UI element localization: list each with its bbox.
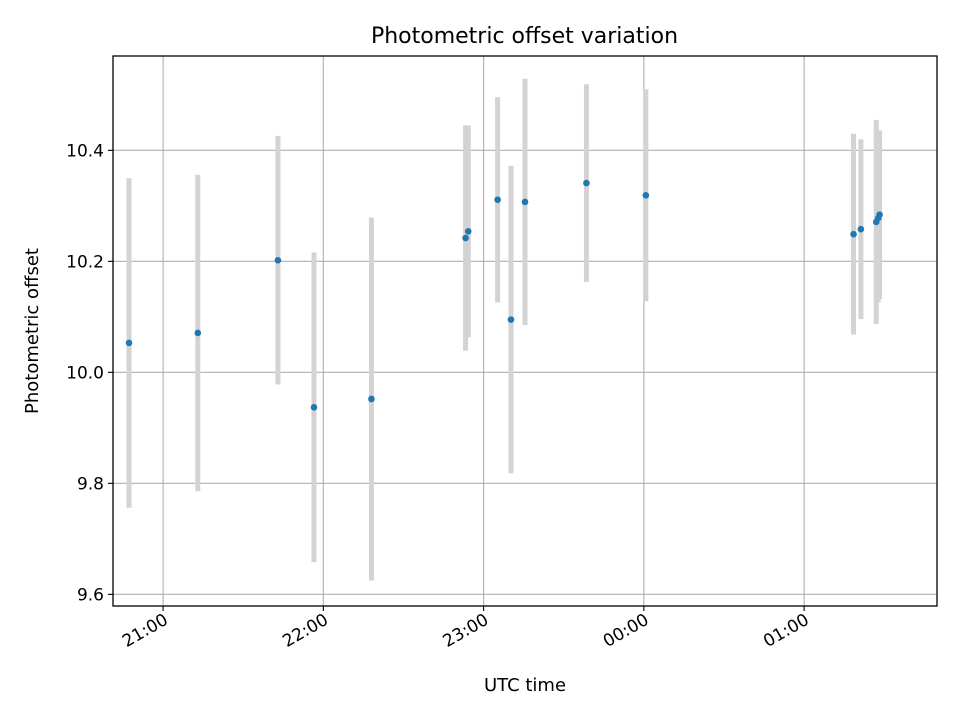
y-tick-label: 10.2	[66, 252, 104, 272]
data-point	[507, 316, 515, 323]
data-point	[583, 179, 590, 187]
data-point	[125, 339, 133, 347]
data-point	[876, 211, 883, 219]
data-point	[368, 395, 375, 403]
data-point	[462, 234, 469, 242]
x-axis-label: UTC time	[484, 675, 566, 696]
chart-title: Photometric offset variation	[371, 24, 678, 49]
data-point	[194, 329, 202, 337]
y-axis-label: Photometric offset	[22, 248, 43, 414]
data-point	[274, 256, 282, 264]
axes-frame	[112, 55, 938, 607]
data-point	[642, 192, 650, 199]
y-tick-label: 9.8	[77, 474, 104, 494]
data-point	[310, 404, 318, 411]
plot-area: 21:00 22:00 23:00 00:00 01:009.69.810.010.21…	[66, 56, 937, 652]
y-tick-label: 9.6	[77, 585, 104, 605]
data-point	[850, 230, 857, 238]
data-point	[464, 228, 472, 235]
y-tick-label: 10.0	[66, 363, 104, 383]
data-point	[494, 196, 501, 204]
data-point	[521, 198, 529, 206]
y-tick-label: 10.4	[66, 141, 104, 161]
data-point	[857, 225, 865, 233]
